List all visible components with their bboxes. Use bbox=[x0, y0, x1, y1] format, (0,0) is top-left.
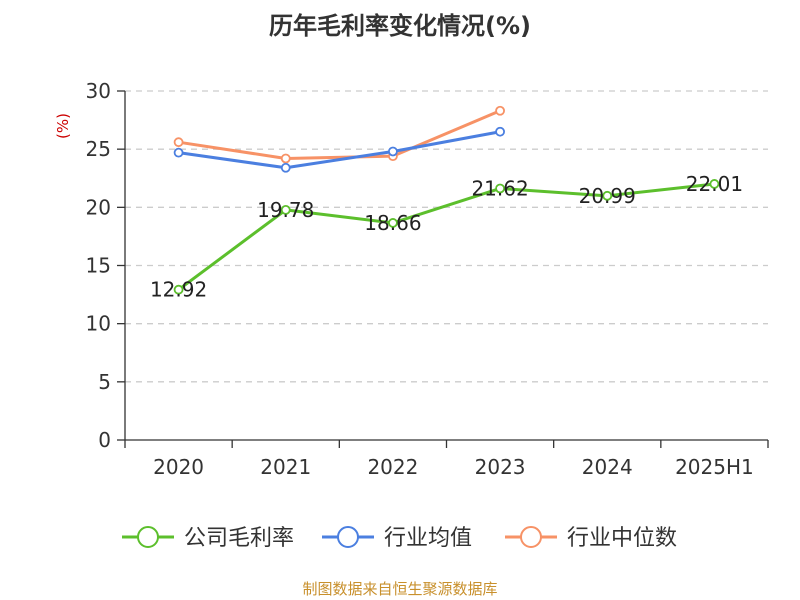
legend-label: 行业均值 bbox=[384, 526, 472, 551]
data-label: 12.92 bbox=[150, 278, 207, 302]
data-point bbox=[173, 147, 184, 158]
data-point bbox=[280, 153, 291, 164]
data-point bbox=[495, 105, 505, 116]
source-note: 制图数据来自恒生聚源数据库 bbox=[302, 580, 498, 598]
y-tick-label: 10 bbox=[86, 312, 111, 336]
data-point bbox=[280, 204, 291, 215]
data-point bbox=[495, 126, 505, 137]
x-tick-label: 2023 bbox=[475, 455, 526, 479]
series-line-1 bbox=[178, 130, 501, 170]
chart-title: 历年毛利率变化情况(%) bbox=[269, 12, 531, 40]
legend: 公司毛利率 行业均值 行业中位数 bbox=[122, 526, 677, 551]
y-axis-unit: (%) bbox=[54, 113, 72, 139]
data-point bbox=[173, 284, 184, 295]
legend-label: 公司毛利率 bbox=[184, 526, 294, 551]
y-tick-label: 5 bbox=[98, 370, 111, 394]
axes: 0 5 10 15 20 25 30 (%) 2020 2021 2022 2023 2024 2025H… bbox=[54, 79, 769, 479]
x-tick-label: 2024 bbox=[582, 455, 633, 479]
y-tick-label: 20 bbox=[86, 195, 111, 219]
grid-lines bbox=[125, 90, 768, 383]
legend-label: 行业中位数 bbox=[567, 526, 677, 551]
data-labels: 12.92 19.78 18.66 21.62 20.99 22.01 bbox=[150, 172, 743, 302]
data-point bbox=[280, 162, 291, 173]
series-lines bbox=[173, 105, 720, 295]
legend-marker bbox=[337, 526, 359, 548]
data-point bbox=[495, 183, 505, 194]
y-tick-label: 15 bbox=[86, 254, 111, 278]
legend-marker bbox=[520, 526, 542, 548]
data-label: 21.62 bbox=[471, 176, 528, 200]
x-tick-label: 2025H1 bbox=[675, 455, 754, 479]
data-point bbox=[388, 218, 398, 228]
y-tick-label: 0 bbox=[98, 428, 111, 452]
y-tick-label: 30 bbox=[86, 79, 111, 103]
data-label: 18.66 bbox=[364, 211, 421, 235]
data-point bbox=[173, 137, 184, 148]
data-label: 19.78 bbox=[257, 198, 314, 222]
data-point bbox=[388, 146, 398, 157]
x-tick-label: 2022 bbox=[367, 455, 418, 479]
series-line-0 bbox=[177, 182, 715, 291]
data-point bbox=[602, 190, 613, 201]
legend-marker bbox=[137, 526, 159, 548]
data-label: 22.01 bbox=[686, 172, 743, 196]
data-point bbox=[709, 179, 720, 189]
x-tick-label: 2021 bbox=[260, 455, 311, 479]
data-label: 20.99 bbox=[579, 184, 636, 208]
y-tick-label: 25 bbox=[86, 137, 111, 161]
x-tick-label: 2020 bbox=[153, 455, 204, 479]
series-line-2 bbox=[178, 109, 501, 160]
